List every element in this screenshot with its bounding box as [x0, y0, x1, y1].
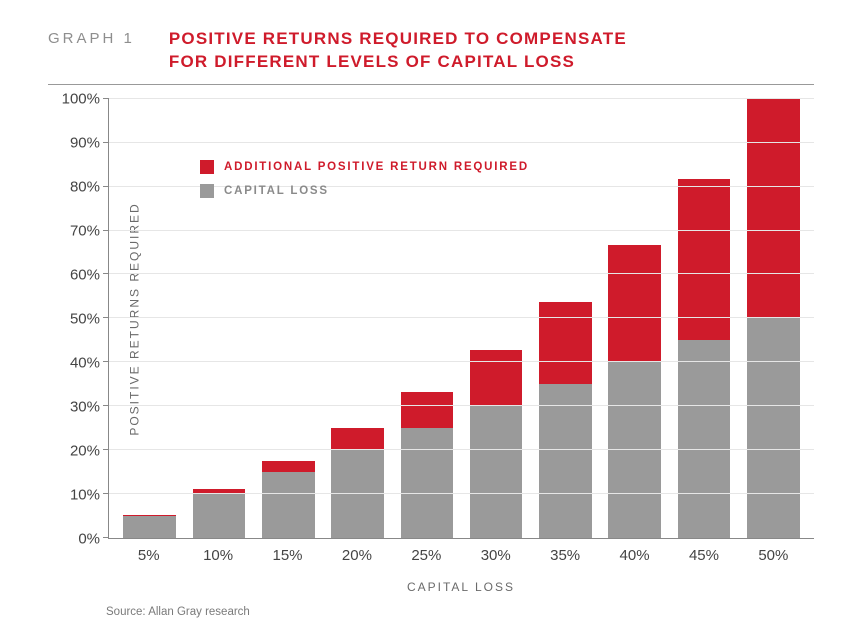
bar-segment-capital-loss — [678, 340, 731, 538]
bar-segment-capital-loss — [608, 362, 661, 538]
legend-swatch — [200, 184, 214, 198]
bar-segment-capital-loss — [193, 494, 246, 538]
bar-segment-capital-loss — [123, 516, 176, 538]
bar-segment-capital-loss — [401, 428, 454, 538]
x-tick-label: 20% — [322, 539, 391, 564]
gridline — [109, 361, 814, 362]
legend-label: CAPITAL LOSS — [224, 185, 329, 197]
source-text: Source: Allan Gray research — [106, 606, 814, 618]
y-tick-label: 100% — [62, 90, 100, 107]
bar-slot — [739, 99, 808, 538]
bar — [539, 302, 592, 538]
y-tick-label: 50% — [70, 310, 100, 327]
y-tick-label: 90% — [70, 134, 100, 151]
bar-segment-additional-return — [539, 302, 592, 385]
x-tick-label: 45% — [669, 539, 738, 564]
y-tick-label: 40% — [70, 354, 100, 371]
bar — [401, 392, 454, 538]
y-tickmark — [103, 537, 109, 538]
bar — [123, 515, 176, 538]
bar-segment-additional-return — [331, 428, 384, 450]
header-divider — [48, 84, 814, 85]
y-tick-label: 20% — [70, 442, 100, 459]
bar — [678, 179, 731, 538]
y-tick-label: 10% — [70, 486, 100, 503]
chart-header: GRAPH 1 POSITIVE RETURNS REQUIRED TO COM… — [48, 28, 814, 74]
y-tick-label: 0% — [78, 530, 100, 547]
title-line1: POSITIVE RETURNS REQUIRED TO COMPENSATE — [169, 29, 627, 48]
bar-slot — [115, 99, 184, 538]
y-tick-label: 60% — [70, 266, 100, 283]
bar-segment-additional-return — [678, 179, 731, 341]
y-tickmark — [103, 230, 109, 231]
bar-segment-additional-return — [470, 350, 523, 407]
x-tick-label: 15% — [253, 539, 322, 564]
bar-segment-capital-loss — [470, 406, 523, 538]
y-tick-label: 70% — [70, 222, 100, 239]
bar-segment-additional-return — [401, 392, 454, 428]
x-tick-label: 40% — [600, 539, 669, 564]
bar — [747, 99, 800, 538]
x-tick-label: 50% — [739, 539, 808, 564]
bar — [193, 489, 246, 538]
bar — [331, 428, 384, 538]
gridline — [109, 273, 814, 274]
y-tickmark — [103, 493, 109, 494]
bar — [262, 461, 315, 538]
gridline — [109, 317, 814, 318]
title-line2: FOR DIFFERENT LEVELS OF CAPITAL LOSS — [169, 52, 575, 71]
x-tick-label: 5% — [114, 539, 183, 564]
gridline — [109, 230, 814, 231]
bar-slot — [669, 99, 738, 538]
bar-segment-additional-return — [262, 461, 315, 472]
graph-label: GRAPH 1 — [48, 28, 135, 47]
gridline — [109, 142, 814, 143]
legend-swatch — [200, 160, 214, 174]
gridline — [109, 449, 814, 450]
y-tickmark — [103, 405, 109, 406]
bar-segment-additional-return — [608, 245, 661, 362]
chart-title: POSITIVE RETURNS REQUIRED TO COMPENSATE … — [169, 28, 627, 74]
x-axis-title: CAPITAL LOSS — [108, 580, 814, 594]
x-tick-label: 10% — [183, 539, 252, 564]
bar-segment-capital-loss — [747, 318, 800, 538]
bar-segment-additional-return — [747, 99, 800, 319]
gridline — [109, 493, 814, 494]
y-tickmark — [103, 449, 109, 450]
x-tick-label: 35% — [530, 539, 599, 564]
x-axis-labels: 5%10%15%20%25%30%35%40%45%50% — [108, 539, 814, 564]
bar — [470, 350, 523, 538]
bar-segment-capital-loss — [262, 472, 315, 538]
y-axis: 0%10%20%30%40%50%60%70%80%90%100% — [48, 99, 108, 539]
gridline — [109, 405, 814, 406]
y-tick-label: 80% — [70, 178, 100, 195]
legend: ADDITIONAL POSITIVE RETURN REQUIRED CAPIT… — [200, 150, 529, 208]
legend-label: ADDITIONAL POSITIVE RETURN REQUIRED — [224, 161, 529, 173]
y-tickmark — [103, 317, 109, 318]
y-tickmark — [103, 273, 109, 274]
y-tick-label: 30% — [70, 398, 100, 415]
x-tick-label: 30% — [461, 539, 530, 564]
x-tick-label: 25% — [392, 539, 461, 564]
y-tickmark — [103, 142, 109, 143]
bar-slot — [600, 99, 669, 538]
y-tickmark — [103, 186, 109, 187]
bar-slot — [531, 99, 600, 538]
bar-segment-capital-loss — [539, 384, 592, 538]
legend-item: CAPITAL LOSS — [200, 184, 529, 198]
legend-item: ADDITIONAL POSITIVE RETURN REQUIRED — [200, 160, 529, 174]
y-tickmark — [103, 361, 109, 362]
gridline — [109, 98, 814, 99]
y-tickmark — [103, 98, 109, 99]
